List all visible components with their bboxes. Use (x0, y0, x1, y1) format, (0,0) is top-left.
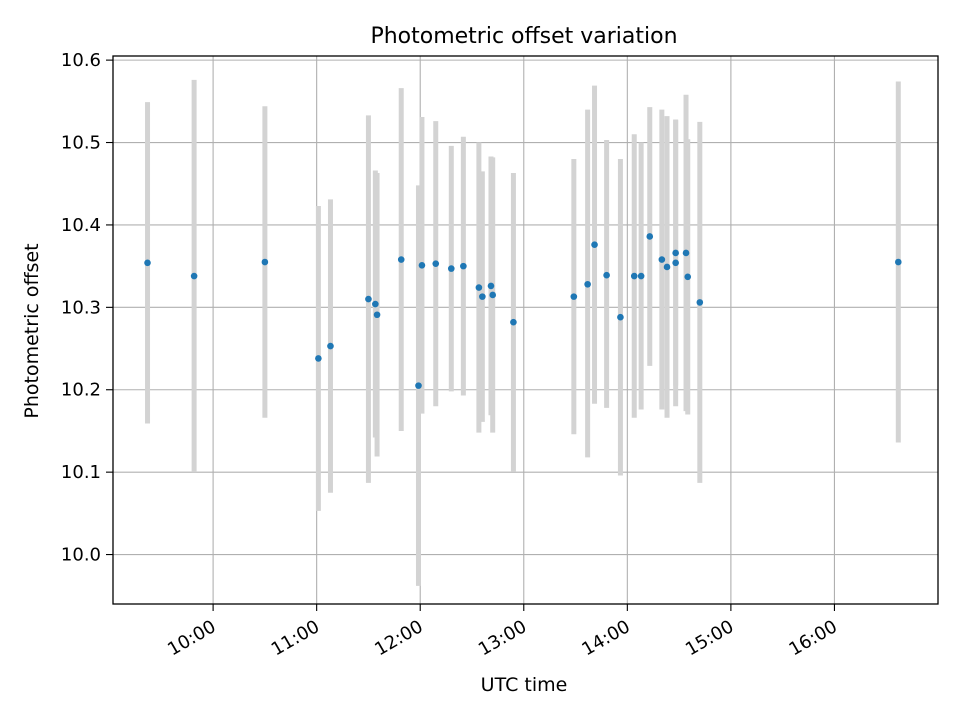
y-tick-label: 10.6 (61, 50, 101, 71)
data-point (584, 280, 591, 288)
data-point (432, 260, 440, 267)
data-point (603, 271, 610, 279)
data-point (190, 272, 198, 280)
data-point (510, 318, 517, 326)
chart-title: Photometric offset variation (370, 24, 677, 49)
data-point (261, 258, 269, 266)
data-point (415, 382, 422, 389)
data-point (672, 259, 679, 267)
data-points (144, 233, 902, 389)
data-point (479, 293, 486, 300)
data-point (696, 299, 704, 306)
data-point (327, 342, 334, 350)
x-tick-label: 14:00 (578, 616, 633, 660)
x-axis-ticks: 10:00 11:00 12:00 13:00 14:00 15:00 16:00 (164, 604, 841, 660)
data-point (397, 256, 405, 263)
data-point (684, 273, 692, 281)
data-point (895, 258, 902, 266)
data-point (591, 241, 598, 249)
x-tick-label: 11:00 (268, 616, 323, 660)
data-point (682, 249, 690, 257)
data-point (672, 249, 679, 257)
x-tick-label: 15:00 (682, 616, 737, 660)
x-tick-label: 10:00 (164, 616, 219, 660)
x-tick-label: 16:00 (786, 616, 841, 660)
data-point (365, 295, 372, 303)
data-point (489, 291, 497, 299)
data-point (630, 272, 638, 280)
data-point (372, 300, 379, 308)
data-point (144, 259, 151, 267)
data-point (637, 272, 645, 280)
data-point (570, 293, 578, 300)
errorbars (145, 79, 901, 586)
y-tick-label: 10.3 (61, 297, 101, 318)
data-point (646, 233, 654, 240)
y-axis-ticks: 10.0 10.1 10.2 10.3 10.4 10.5 10.6 (61, 50, 113, 566)
data-point (475, 284, 483, 291)
data-point (373, 311, 381, 319)
y-tick-label: 10.1 (61, 462, 101, 483)
data-point (487, 282, 495, 290)
x-tick-label: 13:00 (475, 616, 530, 660)
x-tick-label: 12:00 (371, 616, 426, 660)
y-axis-label: Photometric offset (21, 243, 43, 418)
data-point (617, 313, 624, 321)
y-tick-label: 10.2 (61, 380, 101, 401)
data-point (418, 262, 426, 269)
y-tick-label: 10.4 (61, 215, 101, 236)
x-axis-label: UTC time (481, 674, 568, 696)
data-point (663, 263, 671, 271)
y-tick-label: 10.5 (61, 133, 101, 154)
data-point (658, 256, 666, 263)
data-point (447, 265, 455, 272)
data-point (315, 355, 322, 362)
data-point (460, 262, 467, 270)
grid (113, 56, 938, 604)
y-tick-label: 10.0 (61, 545, 101, 566)
plot-frame (112, 55, 939, 605)
